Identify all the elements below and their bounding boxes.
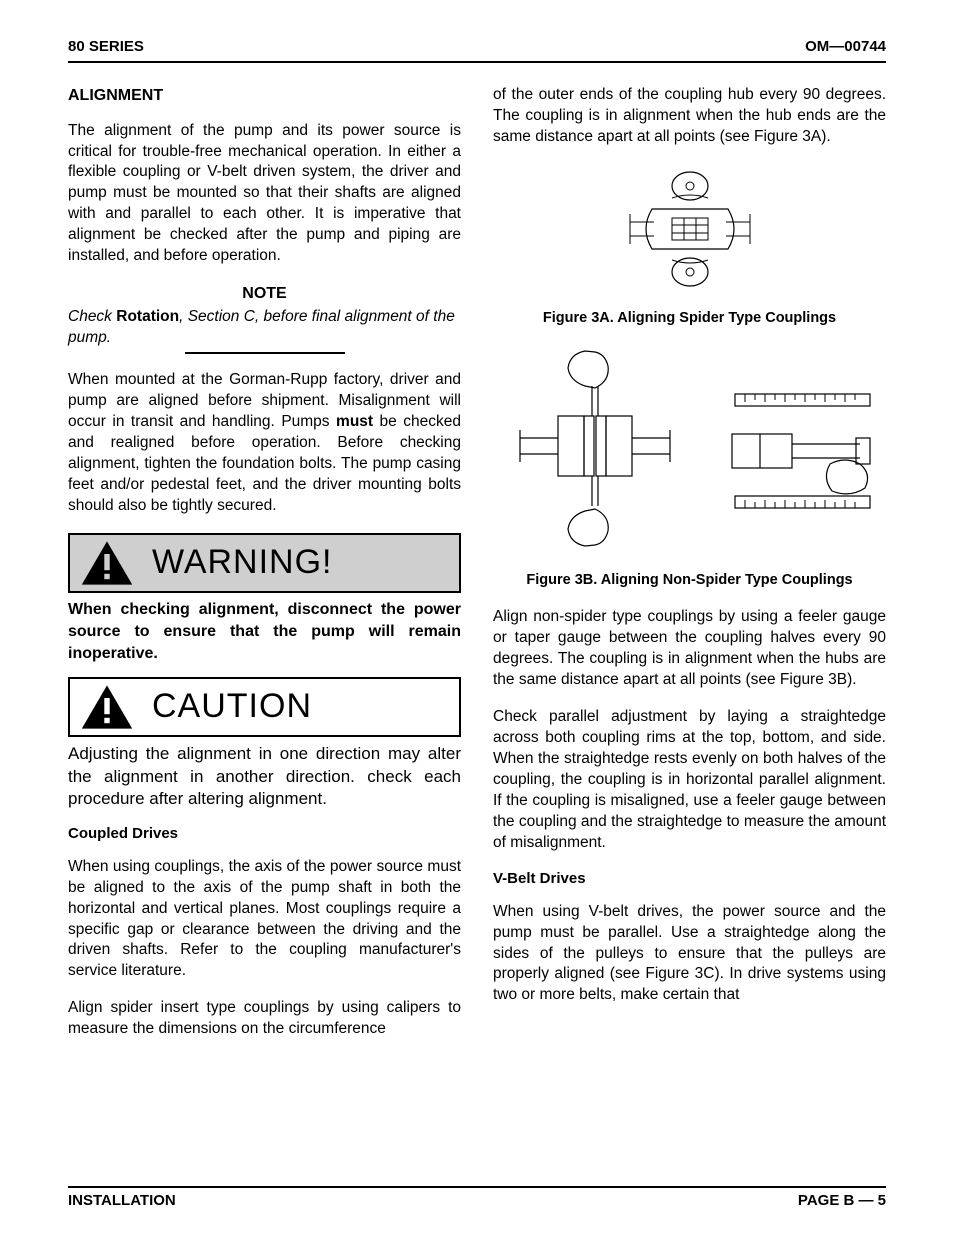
- figure-3b: [493, 346, 886, 563]
- figure-3b-caption: Figure 3B. Aligning Non-Spider Type Coup…: [493, 571, 886, 589]
- para-alignment-intro: The alignment of the pump and its power …: [68, 121, 461, 267]
- note-prefix: Check: [68, 308, 116, 325]
- note-heading: NOTE: [68, 283, 461, 305]
- figure-3a-caption: Figure 3A. Aligning Spider Type Coupling…: [493, 309, 886, 329]
- para-right-4: When using V-belt drives, the power sour…: [493, 902, 886, 1007]
- left-column: ALIGNMENT The alignment of the pump and …: [68, 85, 461, 1040]
- para-right-2: Align non-spider type couplings by using…: [493, 607, 886, 691]
- para-factory-aligned: When mounted at the Gorman-Rupp factory,…: [68, 370, 461, 516]
- page-header: 80 SERIES OM—00744: [68, 38, 886, 63]
- warning-text: When checking alignment, disconnect the …: [68, 599, 461, 665]
- vbelt-heading: V-Belt Drives: [493, 869, 886, 889]
- content-columns: ALIGNMENT The alignment of the pump and …: [68, 85, 886, 1040]
- coupled-drives-heading: Coupled Drives: [68, 824, 461, 844]
- figure-3b-svg: [500, 346, 880, 556]
- caution-box: CAUTION: [68, 677, 461, 737]
- page: 80 SERIES OM—00744 ALIGNMENT The alignme…: [0, 0, 954, 1235]
- right-column: of the outer ends of the coupling hub ev…: [493, 85, 886, 1040]
- para-right-3: Check parallel adjustment by laying a st…: [493, 707, 886, 853]
- figure-3a-svg: [610, 164, 770, 294]
- figure-3a: [493, 164, 886, 301]
- warning-triangle-icon: [80, 539, 134, 587]
- para-right-1: of the outer ends of the coupling hub ev…: [493, 85, 886, 148]
- p2-must: must: [336, 413, 373, 430]
- note-rule: [185, 352, 345, 354]
- page-footer: INSTALLATION PAGE B — 5: [68, 1186, 886, 1209]
- note-body: Check Rotation, Section C, before final …: [68, 307, 461, 349]
- alignment-heading: ALIGNMENT: [68, 85, 461, 107]
- note-bold: Rotation: [116, 308, 179, 325]
- caution-label: CAUTION: [152, 684, 312, 730]
- caution-text: Adjusting the alignment in one direction…: [68, 743, 461, 810]
- warning-label: WARNING!: [152, 540, 333, 586]
- footer-right: PAGE B — 5: [798, 1192, 886, 1209]
- para-coupled-2: Align spider insert type couplings by us…: [68, 998, 461, 1040]
- para-coupled-1: When using couplings, the axis of the po…: [68, 857, 461, 983]
- footer-left: INSTALLATION: [68, 1192, 176, 1209]
- caution-triangle-icon: [80, 683, 134, 731]
- header-left: 80 SERIES: [68, 38, 144, 55]
- header-right: OM—00744: [805, 38, 886, 55]
- warning-box: WARNING!: [68, 533, 461, 593]
